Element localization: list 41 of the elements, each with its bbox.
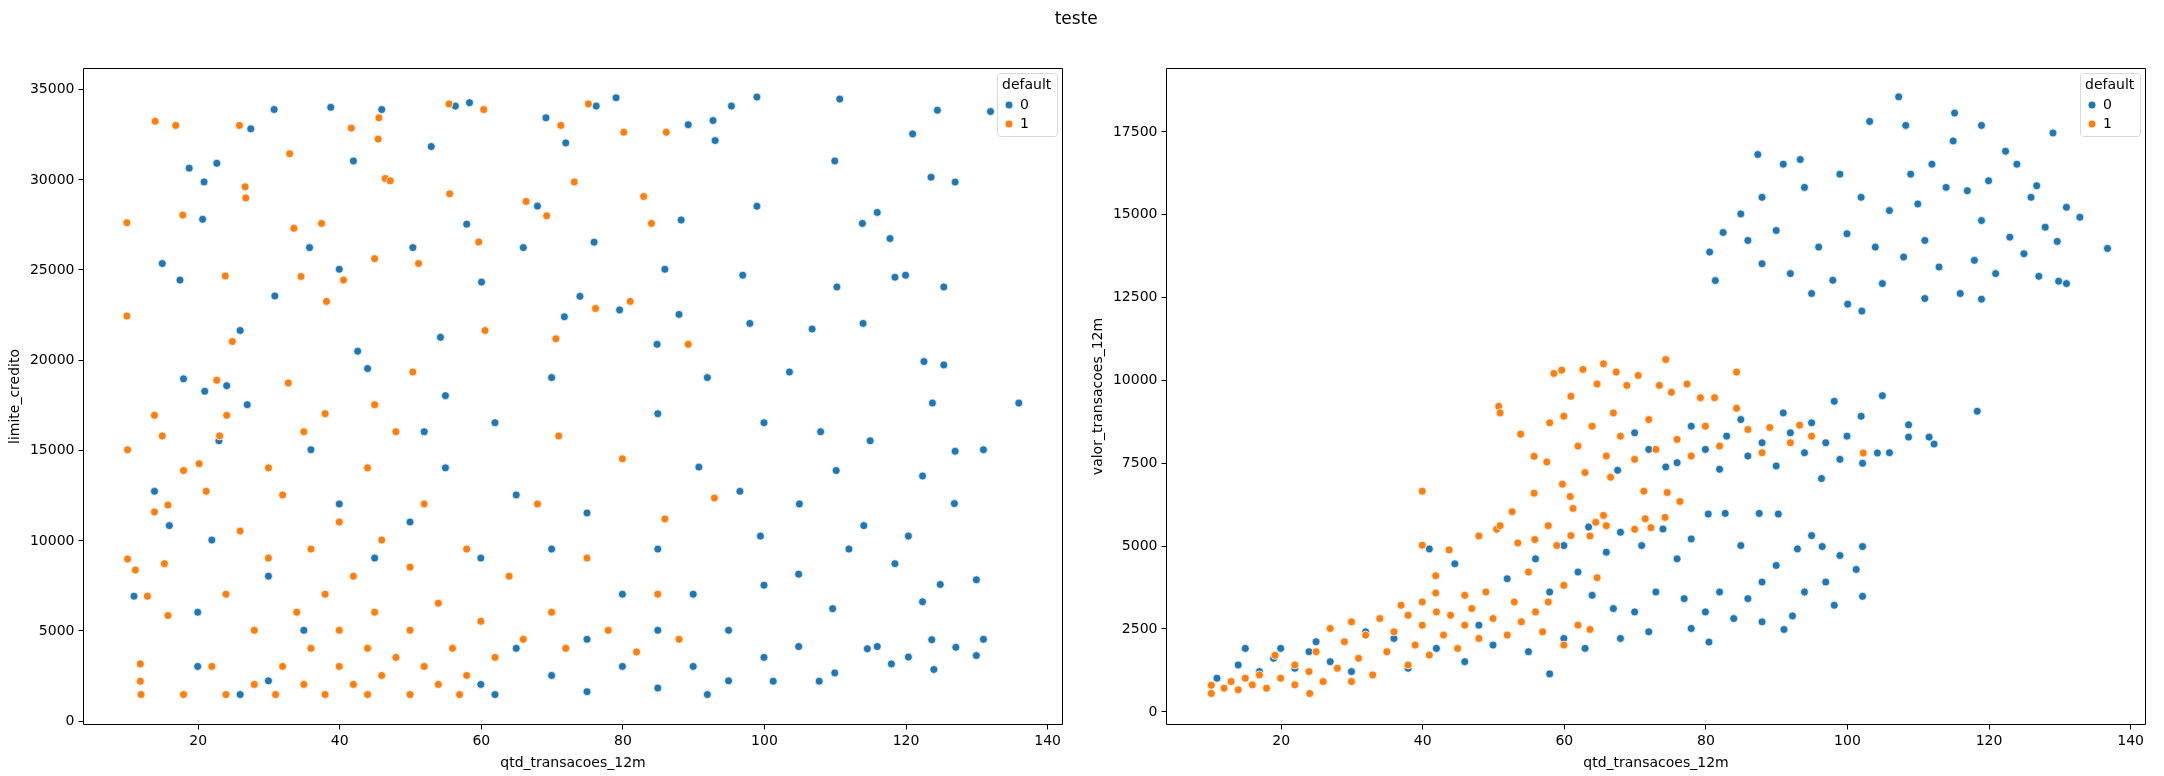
x-axis-title: qtd_transacoes_12m <box>500 753 646 770</box>
y-tick-label: 0 <box>65 712 75 729</box>
x-tick-label: 20 <box>189 731 208 748</box>
y-tick-label: 15000 <box>1112 205 1158 222</box>
y-tick-label: 10000 <box>1112 371 1158 388</box>
y-tick-label: 10000 <box>29 531 75 548</box>
x-tick-label: 140 <box>2117 731 2144 748</box>
legend-label: 0 <box>2103 96 2112 112</box>
x-tick-label: 120 <box>1975 731 2003 748</box>
x-tick-label: 140 <box>1034 731 1061 748</box>
chart-title: teste <box>1054 7 1098 28</box>
legend-label: 0 <box>1020 96 1029 112</box>
x-tick-label: 100 <box>1834 731 1861 748</box>
legend-title: default <box>1002 76 1052 92</box>
x-tick-label: 60 <box>1555 731 1574 748</box>
x-tick-label: 80 <box>1696 731 1715 748</box>
y-tick-label: 7500 <box>1121 454 1158 471</box>
x-tick-label: 60 <box>472 731 491 748</box>
y-tick-label: 15000 <box>29 441 75 458</box>
y-tick-label: 25000 <box>29 260 75 277</box>
x-axis-title: qtd_transacoes_12m <box>1583 753 1729 770</box>
y-tick-label: 12500 <box>1112 288 1158 305</box>
x-tick-label: 20 <box>1272 731 1291 748</box>
y-tick-label: 5000 <box>1121 537 1158 554</box>
x-tick-label: 40 <box>330 731 349 748</box>
x-tick-label: 40 <box>1413 731 1432 748</box>
legend-label: 1 <box>1020 115 1029 131</box>
y-tick-label: 20000 <box>29 351 75 368</box>
y-tick-label: 30000 <box>29 170 75 187</box>
x-tick-label: 100 <box>751 731 778 748</box>
legend-label: 1 <box>2103 115 2112 131</box>
y-tick-label: 5000 <box>38 621 75 638</box>
x-tick-label: 80 <box>613 731 632 748</box>
x-tick-label: 120 <box>892 731 920 748</box>
y-tick-label: 17500 <box>1112 122 1158 139</box>
legend-title: default <box>2085 76 2135 92</box>
y-tick-label: 2500 <box>1121 619 1158 636</box>
y-tick-label: 0 <box>1148 702 1158 719</box>
y-axis-title: limite_credito <box>5 349 22 444</box>
y-tick-label: 35000 <box>29 80 75 97</box>
y-axis-title: valor_transacoes_12m <box>1088 317 1105 476</box>
